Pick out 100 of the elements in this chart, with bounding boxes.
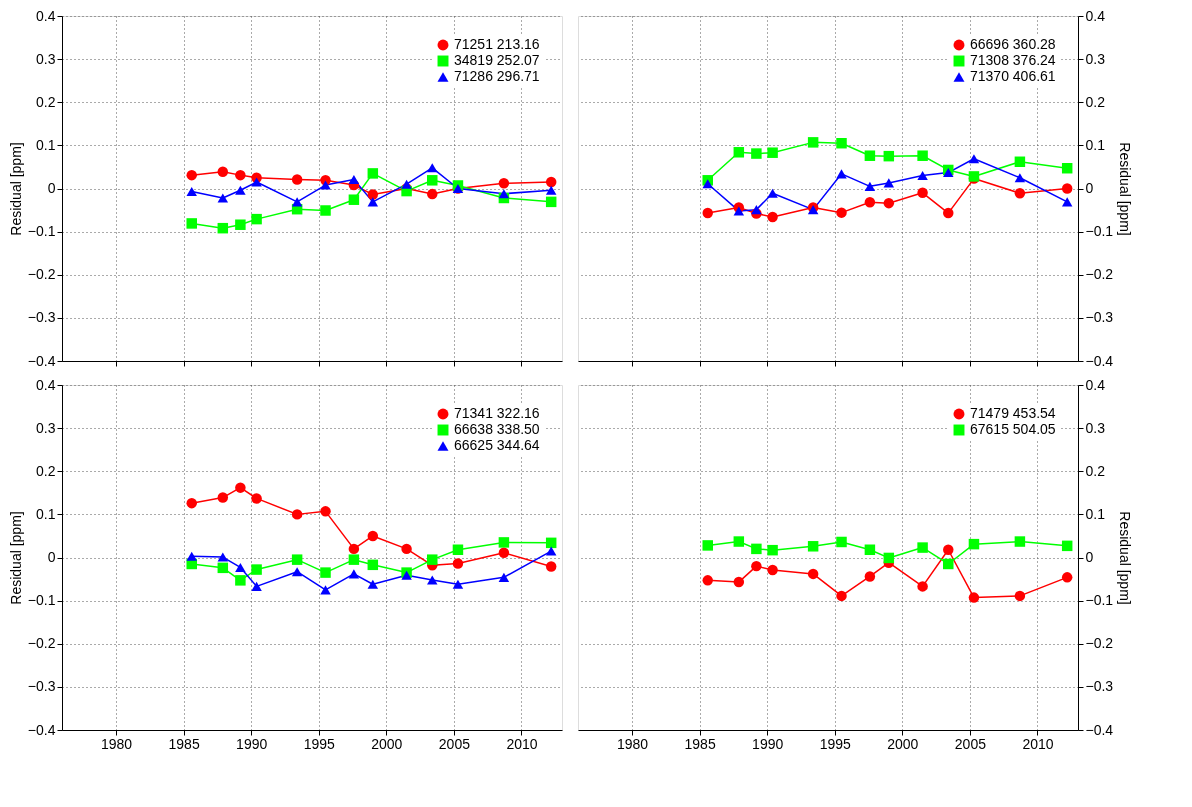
point (968, 592, 980, 603)
point (251, 213, 262, 225)
x-tick-label: 1980 (100, 735, 133, 752)
point (943, 558, 954, 570)
point (235, 185, 246, 195)
y-tick-label: 0.1 (1085, 505, 1106, 522)
point (1014, 536, 1026, 547)
point (807, 541, 819, 552)
point (1014, 156, 1026, 168)
y-tick-label: 0.4 (36, 7, 56, 24)
point (291, 567, 303, 577)
y-tick-label: −0.1 (1085, 223, 1114, 240)
y-tick-label: 0.4 (1085, 376, 1106, 393)
x-tick-label: 2000 (887, 735, 919, 752)
point (217, 222, 229, 234)
y-tick-label: −0.2 (1085, 266, 1114, 283)
point (427, 188, 438, 200)
y-axis-title: Residual [ppm] (7, 511, 24, 605)
point (767, 211, 778, 223)
point (401, 543, 412, 555)
point (217, 166, 229, 177)
point (291, 554, 303, 565)
point (498, 572, 510, 582)
y-tick-label: 0.4 (36, 376, 56, 393)
point (943, 544, 954, 555)
point (864, 181, 876, 191)
y-axis-title: Residual [ppm] (1117, 511, 1134, 605)
point (943, 168, 954, 178)
point (545, 537, 557, 549)
point (836, 590, 847, 602)
point (498, 178, 510, 189)
point (251, 493, 262, 504)
legend-label: 67615 504.05 (970, 421, 1056, 437)
point (917, 150, 928, 161)
point (251, 581, 262, 591)
y-tick-label: −0.4 (27, 721, 56, 738)
point (186, 497, 197, 509)
point (836, 207, 847, 218)
point (1014, 173, 1026, 183)
x-tick-label: 1985 (168, 735, 200, 752)
point (291, 509, 303, 520)
point (767, 564, 778, 576)
point (235, 169, 246, 181)
y-axis-title: Residual [ppm] (1117, 142, 1134, 236)
legend-label: 66696 360.28 (970, 36, 1056, 52)
point (751, 560, 762, 572)
point (186, 218, 197, 229)
y-tick-label: −0.4 (1085, 721, 1114, 738)
point (251, 564, 262, 575)
y-tick-label: 0.1 (36, 136, 56, 153)
point (427, 554, 438, 565)
y-tick-label: −0.3 (1085, 678, 1114, 695)
point (807, 568, 819, 580)
y-tick-label: −0.3 (1085, 309, 1114, 326)
legend-label: 71370 406.61 (970, 68, 1056, 84)
point (291, 197, 303, 207)
y-tick-label: −0.3 (27, 678, 56, 695)
point (291, 174, 303, 185)
point (186, 186, 197, 197)
legend-label: 66638 338.50 (454, 421, 540, 437)
point (498, 547, 510, 558)
y-tick-label: 0.2 (36, 93, 56, 110)
x-tick-label: 2000 (371, 735, 403, 752)
point (545, 561, 557, 572)
point (217, 193, 229, 203)
point (348, 569, 360, 579)
legend-label: 34819 252.07 (454, 52, 540, 68)
point (545, 546, 557, 556)
y-tick-label: −0.1 (27, 223, 56, 240)
point (943, 207, 954, 219)
legend-label: 71251 213.16 (454, 36, 540, 52)
legend-label: 66625 344.64 (454, 437, 540, 453)
point (235, 219, 246, 230)
y-tick-label: −0.1 (27, 592, 56, 609)
point (1061, 572, 1073, 583)
y-tick-label: 0 (1085, 549, 1094, 565)
point (452, 544, 464, 555)
point (864, 544, 876, 555)
point (917, 542, 928, 553)
y-tick-label: 0.3 (1085, 419, 1106, 436)
point (320, 585, 331, 595)
point (1061, 540, 1073, 552)
point (452, 579, 464, 589)
y-tick-label: −0.2 (27, 266, 56, 283)
x-tick-label: 2005 (438, 735, 471, 752)
point (320, 180, 331, 190)
y-tick-label: 0.3 (36, 419, 56, 436)
point (1014, 188, 1026, 199)
point (235, 575, 246, 586)
point (348, 174, 360, 184)
point (733, 576, 745, 588)
y-tick-label: 0 (47, 180, 56, 196)
y-axis-title: Residual [ppm] (7, 142, 24, 236)
point (751, 205, 762, 215)
point (348, 194, 360, 205)
x-tick-label: 1990 (752, 735, 784, 752)
point (864, 150, 876, 161)
y-tick-label: 0.2 (1085, 462, 1106, 479)
y-tick-label: −0.4 (27, 352, 56, 369)
y-tick-label: 0 (1085, 180, 1094, 196)
